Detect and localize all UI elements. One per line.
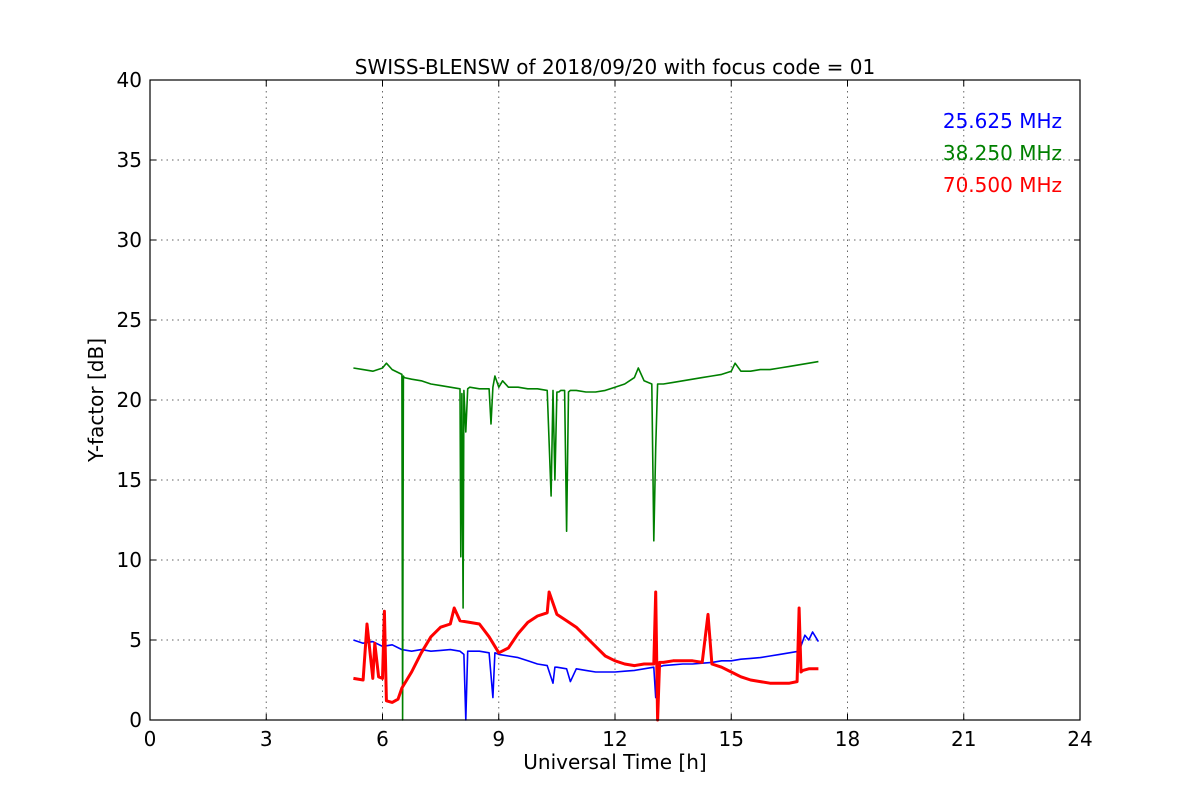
y-tick-label: 0 xyxy=(129,708,142,732)
y-tick-label: 40 xyxy=(117,68,142,92)
x-axis-label: Universal Time [h] xyxy=(523,750,706,774)
x-tick-label: 21 xyxy=(951,727,976,751)
x-tick-label: 12 xyxy=(602,727,627,751)
y-tick-label: 30 xyxy=(117,228,142,252)
x-tick-label: 6 xyxy=(376,727,389,751)
x-tick-label: 24 xyxy=(1067,727,1092,751)
x-tick-label: 9 xyxy=(492,727,505,751)
legend-entry-3: 70.500 MHz xyxy=(943,173,1062,197)
legend-entry-2: 38.250 MHz xyxy=(943,141,1062,165)
plot-area xyxy=(353,360,820,722)
legend-entry-1: 25.625 MHz xyxy=(943,109,1062,133)
series-line-1 xyxy=(353,631,820,721)
x-tick-label: 18 xyxy=(835,727,860,751)
x-tick-label: 3 xyxy=(260,727,273,751)
y-tick-label: 5 xyxy=(129,628,142,652)
legend: 25.625 MHz 38.250 MHz 70.500 MHz xyxy=(943,109,1062,197)
y-tick-label: 10 xyxy=(117,548,142,572)
series-line-3 xyxy=(353,590,819,722)
y-tick-label: 15 xyxy=(117,468,142,492)
grid xyxy=(150,80,1080,720)
axis-ticks: 0 3 6 9 12 15 18 21 24 0 5 10 15 20 25 30 35 40 xyxy=(117,68,1093,751)
y-axis-label: Y-factor [dB] xyxy=(84,338,108,463)
x-tick-label: 0 xyxy=(144,727,157,751)
y-tick-label: 35 xyxy=(117,148,142,172)
chart-title: SWISS-BLENSW of 2018/09/20 with focus co… xyxy=(355,55,876,79)
y-tick-label: 20 xyxy=(117,388,142,412)
series-line-2 xyxy=(353,360,819,721)
x-tick-label: 15 xyxy=(719,727,744,751)
y-tick-label: 25 xyxy=(117,308,142,332)
